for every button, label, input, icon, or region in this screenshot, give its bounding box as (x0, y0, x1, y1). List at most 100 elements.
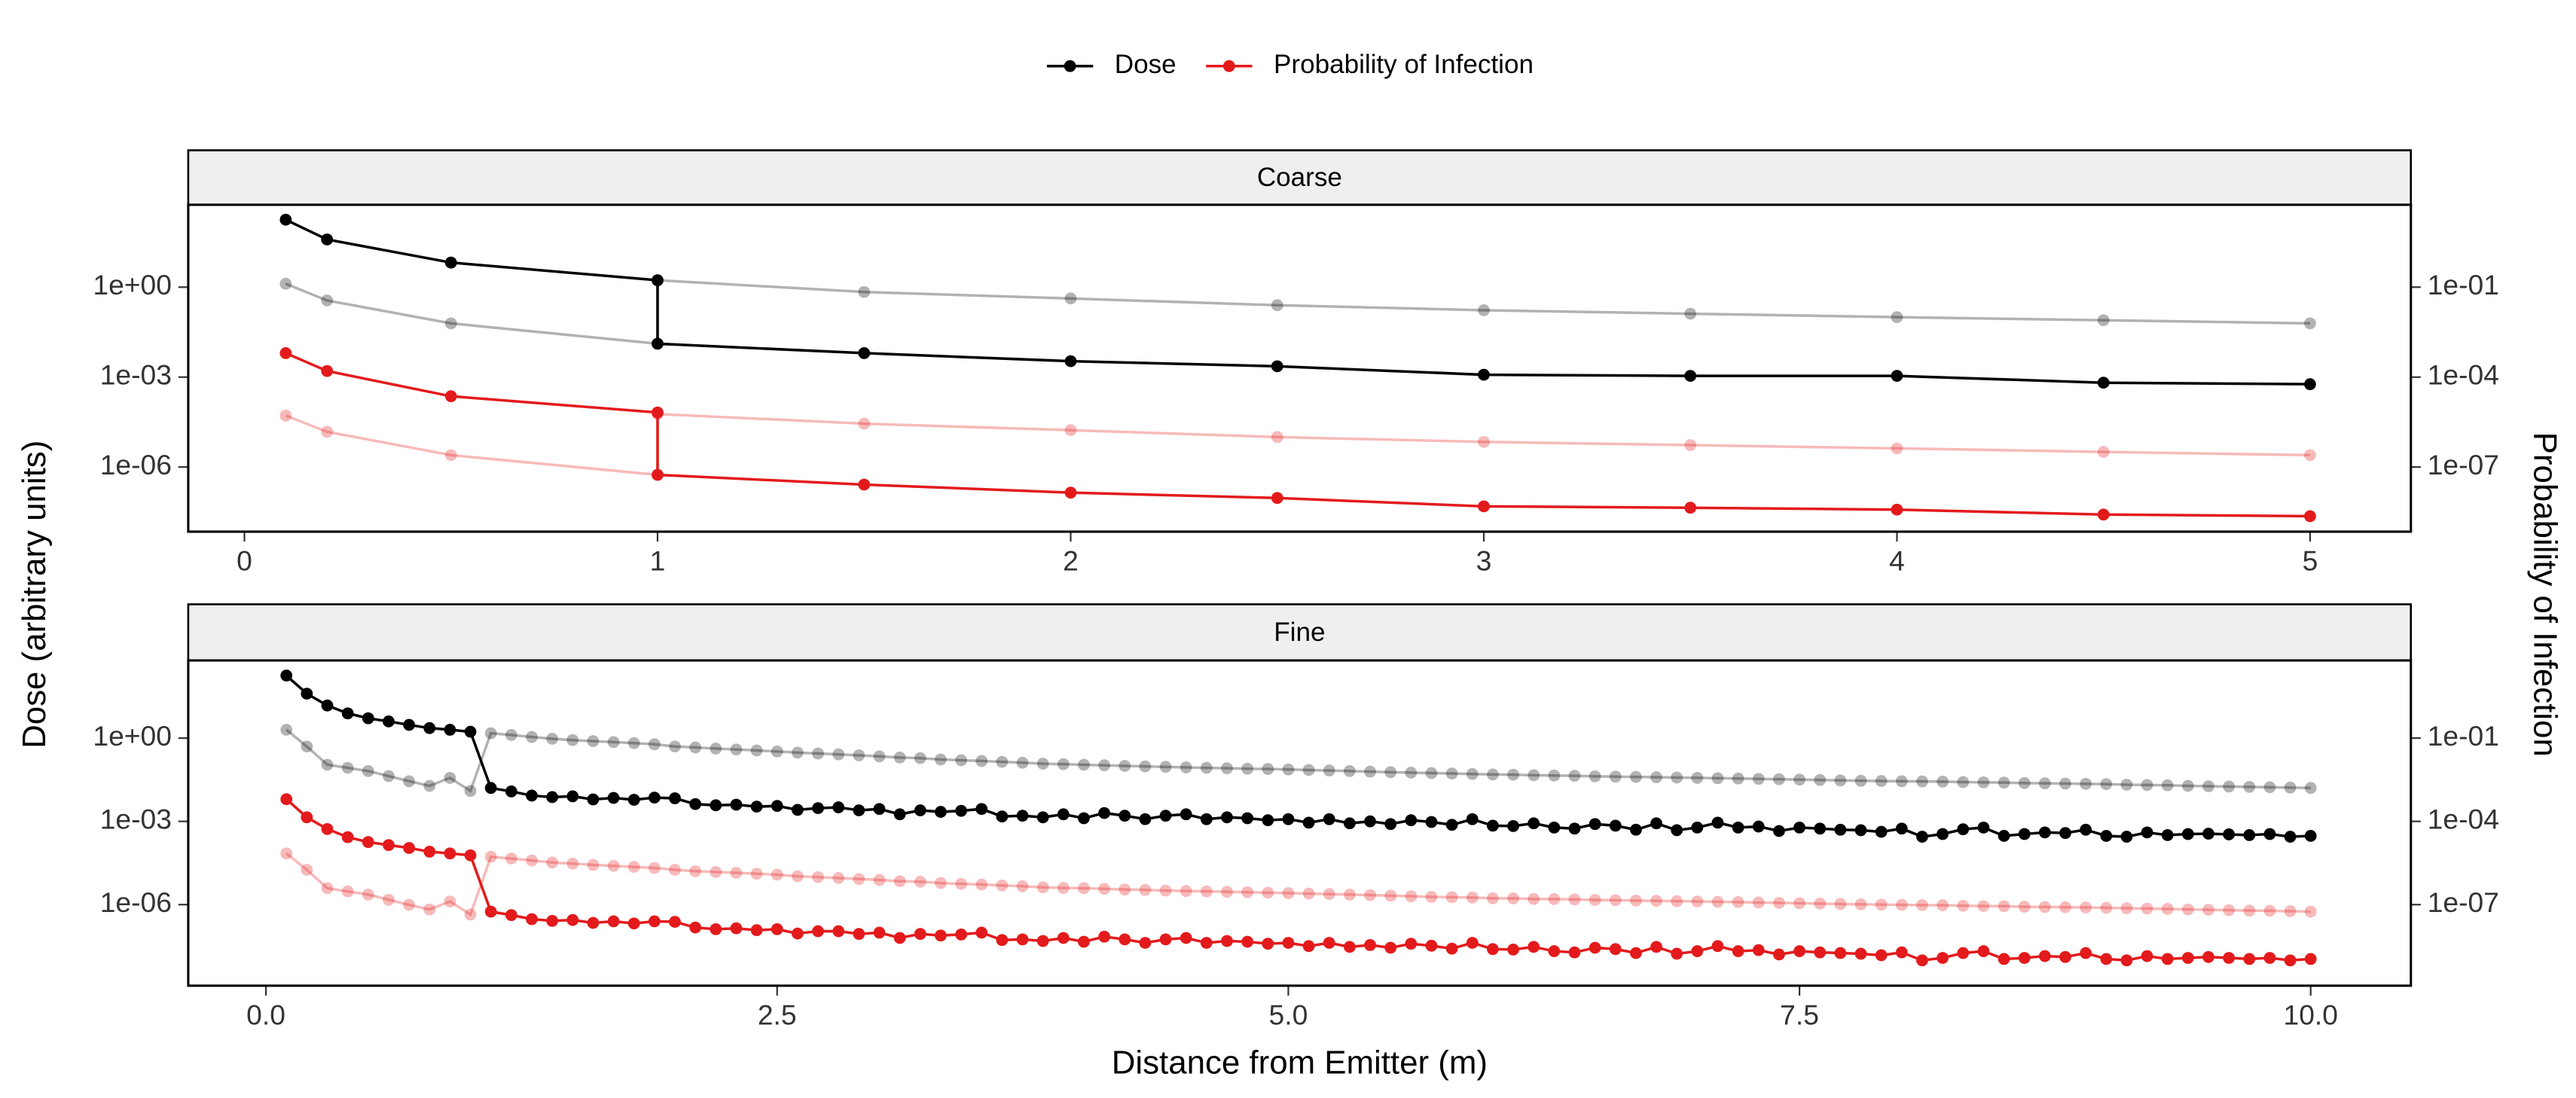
data-point (1343, 889, 1356, 901)
data-point (1486, 943, 1499, 956)
data-point (1445, 767, 1458, 780)
data-point (1752, 820, 1765, 833)
data-point (975, 878, 988, 891)
data-point (301, 864, 313, 876)
data-point (710, 923, 722, 935)
data-point (1159, 810, 1172, 822)
y2-tick-label: 1e-04 (2428, 804, 2499, 835)
data-point (689, 798, 702, 810)
data-point (1282, 937, 1295, 949)
data-point (955, 877, 967, 890)
data-point (893, 875, 906, 887)
x-tick-label: 5.0 (1269, 999, 1308, 1030)
data-point (526, 730, 538, 743)
data-point (1241, 762, 1254, 775)
series-line (285, 352, 2310, 518)
x-tick-label: 1 (650, 544, 666, 576)
y-tick-label: 1e-06 (100, 449, 172, 480)
data-point (1262, 814, 1274, 827)
data-point (1139, 813, 1152, 825)
data-point (1036, 758, 1049, 770)
data-point (279, 409, 292, 422)
data-point (1384, 766, 1397, 779)
y-tick-label: 1e+00 (93, 720, 172, 752)
data-point (1302, 816, 1315, 829)
data-point (1684, 439, 1697, 451)
data-point (1793, 945, 1805, 957)
data-point (2161, 829, 2174, 841)
data-point (832, 801, 845, 813)
data-point (771, 800, 783, 813)
data-point (1064, 424, 1077, 437)
data-point (505, 785, 517, 798)
data-point (2097, 377, 2110, 389)
data-point (853, 749, 865, 761)
data-point (341, 831, 354, 843)
data-point (1405, 938, 1418, 950)
data-point (2223, 904, 2236, 917)
data-point (1364, 889, 1376, 901)
data-point (587, 859, 600, 871)
y-axis-title: Dose (arbitrary units) (16, 441, 53, 749)
data-point (1159, 761, 1172, 773)
data-point (1098, 807, 1110, 819)
facet-strip (187, 603, 2413, 662)
data-point (771, 923, 783, 935)
data-point (2038, 950, 2051, 962)
data-point (652, 468, 664, 481)
data-point (1528, 892, 1540, 905)
data-point (2059, 901, 2071, 913)
data-point (423, 721, 436, 734)
data-point (771, 745, 783, 758)
data-point (1752, 944, 1765, 956)
data-point (1302, 887, 1315, 900)
data-point (1609, 894, 1622, 907)
data-point (1323, 764, 1335, 777)
data-point (1528, 817, 1540, 830)
data-point (1773, 896, 1785, 909)
x-tick-label: 2.5 (758, 999, 797, 1030)
data-point (2304, 905, 2317, 918)
data-point (1875, 825, 1888, 838)
data-point (1180, 761, 1192, 773)
data-point (2080, 777, 2092, 790)
data-point (444, 390, 457, 403)
data-point (710, 743, 722, 755)
data-point (505, 909, 517, 922)
data-point (792, 804, 804, 816)
data-point (1528, 769, 1540, 782)
data-point (1854, 898, 1867, 910)
data-point (1507, 768, 1519, 781)
data-point (914, 804, 926, 816)
data-point (1793, 773, 1805, 786)
data-point (627, 917, 640, 930)
data-point (2304, 953, 2317, 965)
data-point (1221, 811, 1233, 824)
data-point (1773, 825, 1785, 837)
data-point (1384, 889, 1397, 902)
data-point (1711, 772, 1724, 785)
data-point (873, 803, 886, 816)
data-point (1064, 355, 1077, 368)
x-axis-title: Distance from Emitter (m) (1112, 1045, 1488, 1081)
data-point (423, 779, 436, 792)
data-point (2202, 780, 2214, 792)
data-point (321, 758, 334, 771)
data-point (771, 868, 783, 881)
data-point (1711, 816, 1724, 829)
data-point (1343, 764, 1356, 777)
data-point (2080, 901, 2092, 913)
data-point (1834, 898, 1847, 910)
data-point (853, 804, 865, 816)
data-point (750, 924, 763, 937)
y2-tick-label: 1e-07 (2428, 449, 2499, 480)
data-point (1221, 762, 1233, 775)
y2-tick-label: 1e-04 (2428, 359, 2499, 391)
data-point (648, 915, 661, 928)
data-point (546, 914, 559, 927)
data-point (484, 782, 497, 795)
data-point (1609, 819, 1622, 832)
data-point (1200, 761, 1213, 774)
data-point (1732, 772, 1744, 785)
data-point (1180, 932, 1192, 944)
